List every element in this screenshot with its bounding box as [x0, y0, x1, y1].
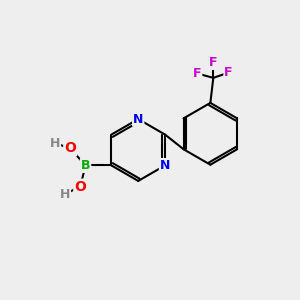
Text: F: F	[224, 66, 233, 79]
Text: F: F	[193, 67, 201, 80]
Text: H: H	[60, 188, 70, 200]
Text: F: F	[209, 56, 218, 69]
Text: O: O	[64, 141, 76, 155]
Text: N: N	[160, 159, 170, 172]
Text: B: B	[81, 159, 90, 172]
Text: H: H	[50, 136, 60, 150]
Text: N: N	[133, 112, 143, 126]
Text: O: O	[74, 180, 86, 194]
